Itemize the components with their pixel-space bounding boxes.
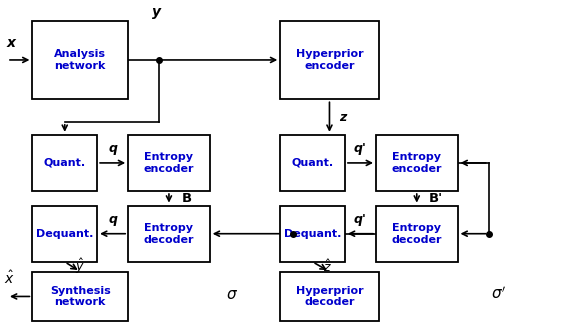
Text: Synthesis
network: Synthesis network <box>50 286 110 307</box>
Text: Quant.: Quant. <box>44 158 86 168</box>
Text: Quant.: Quant. <box>291 158 333 168</box>
Text: Dequant.: Dequant. <box>284 229 341 239</box>
FancyBboxPatch shape <box>376 206 457 262</box>
FancyBboxPatch shape <box>280 135 345 191</box>
Text: Hyperprior
decoder: Hyperprior decoder <box>295 286 363 307</box>
Text: q': q' <box>354 213 367 226</box>
Text: q: q <box>108 142 117 155</box>
FancyBboxPatch shape <box>376 135 457 191</box>
Text: x: x <box>7 36 16 50</box>
Text: Dequant.: Dequant. <box>36 229 93 239</box>
Text: B: B <box>181 192 191 205</box>
FancyBboxPatch shape <box>280 21 379 99</box>
Text: Analysis
network: Analysis network <box>54 49 106 71</box>
Text: Entropy
decoder: Entropy decoder <box>392 223 442 244</box>
Text: B': B' <box>429 192 443 205</box>
Text: $\hat{y}$: $\hat{y}$ <box>75 257 85 276</box>
Text: $\sigma'$: $\sigma'$ <box>491 286 507 302</box>
Text: y: y <box>152 5 161 19</box>
Text: $\sigma$: $\sigma$ <box>226 287 238 302</box>
FancyBboxPatch shape <box>32 206 97 262</box>
FancyBboxPatch shape <box>32 272 128 321</box>
FancyBboxPatch shape <box>32 21 128 99</box>
Text: Entropy
decoder: Entropy decoder <box>144 223 194 244</box>
FancyBboxPatch shape <box>128 135 210 191</box>
FancyBboxPatch shape <box>280 206 345 262</box>
Text: Hyperprior
encoder: Hyperprior encoder <box>295 49 363 71</box>
FancyBboxPatch shape <box>128 206 210 262</box>
Text: Entropy
encoder: Entropy encoder <box>144 152 194 174</box>
Text: q: q <box>108 213 117 226</box>
Text: q': q' <box>354 142 367 155</box>
FancyBboxPatch shape <box>280 272 379 321</box>
Text: Entropy
encoder: Entropy encoder <box>392 152 442 174</box>
Text: z: z <box>340 111 347 124</box>
Text: $\hat{x}$: $\hat{x}$ <box>4 270 15 287</box>
FancyBboxPatch shape <box>32 135 97 191</box>
Text: $\hat{z}$: $\hat{z}$ <box>323 259 332 275</box>
